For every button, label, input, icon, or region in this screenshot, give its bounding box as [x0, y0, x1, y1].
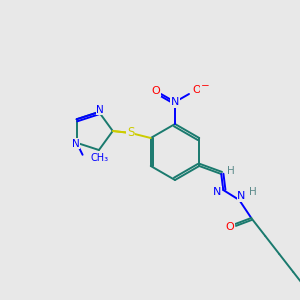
Text: H: H — [249, 187, 257, 197]
Text: CH₃: CH₃ — [91, 153, 109, 163]
Text: H: H — [227, 166, 235, 176]
Text: S: S — [127, 127, 134, 140]
Text: N: N — [96, 105, 104, 115]
Text: N: N — [213, 187, 221, 197]
Text: N: N — [237, 191, 245, 201]
Text: O: O — [193, 85, 201, 95]
Text: O: O — [152, 86, 160, 96]
Text: −: − — [201, 81, 209, 91]
Text: N: N — [72, 139, 80, 149]
Text: N: N — [171, 97, 179, 107]
Text: O: O — [226, 222, 235, 232]
